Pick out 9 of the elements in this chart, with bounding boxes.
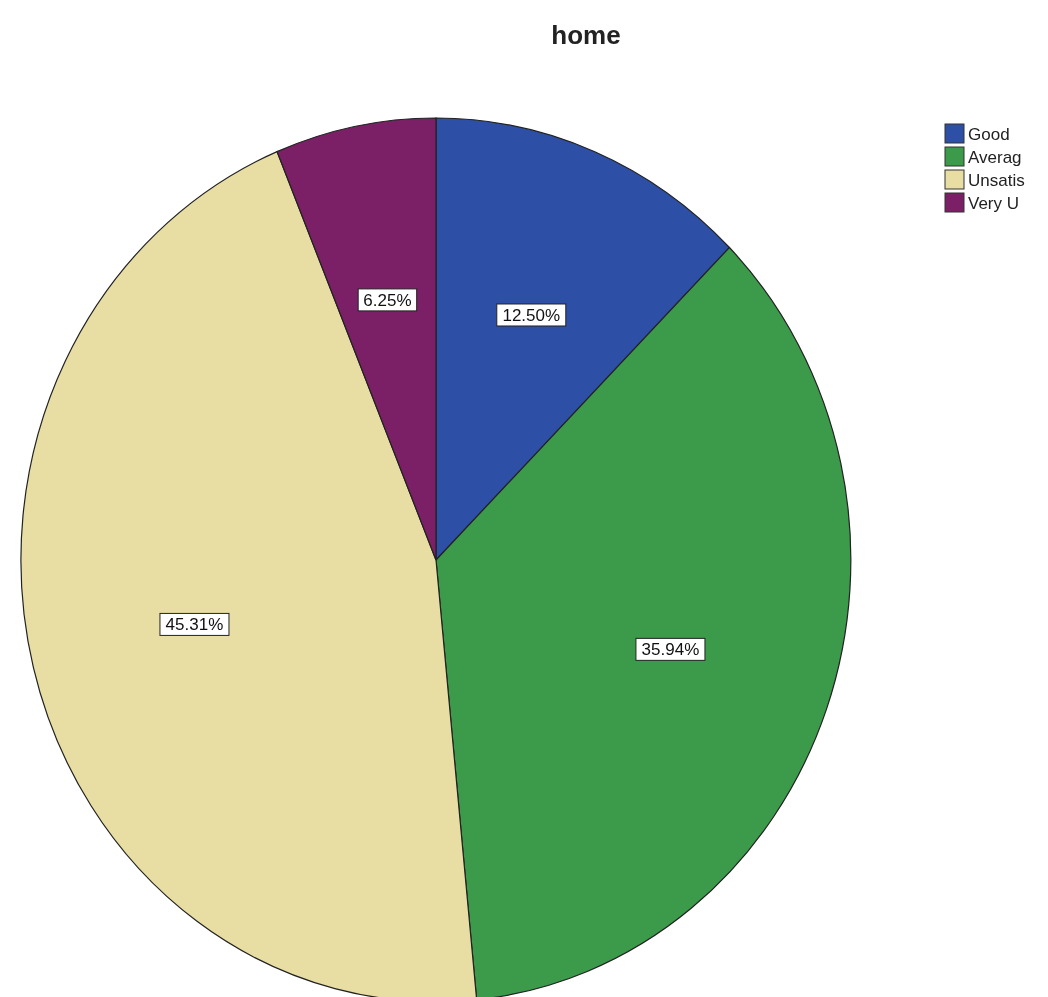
legend-label: Very U <box>968 194 1020 213</box>
legend-label: Unsatis <box>968 171 1025 190</box>
data-label: 12.50% <box>502 305 561 325</box>
data-label: 6.25% <box>363 290 412 310</box>
data-label: 35.94% <box>641 640 700 660</box>
data-label: 45.31% <box>165 615 224 635</box>
chart-title: home <box>551 20 621 50</box>
legend-label: Good <box>968 125 1010 144</box>
legend-label: Averag <box>968 148 1022 167</box>
